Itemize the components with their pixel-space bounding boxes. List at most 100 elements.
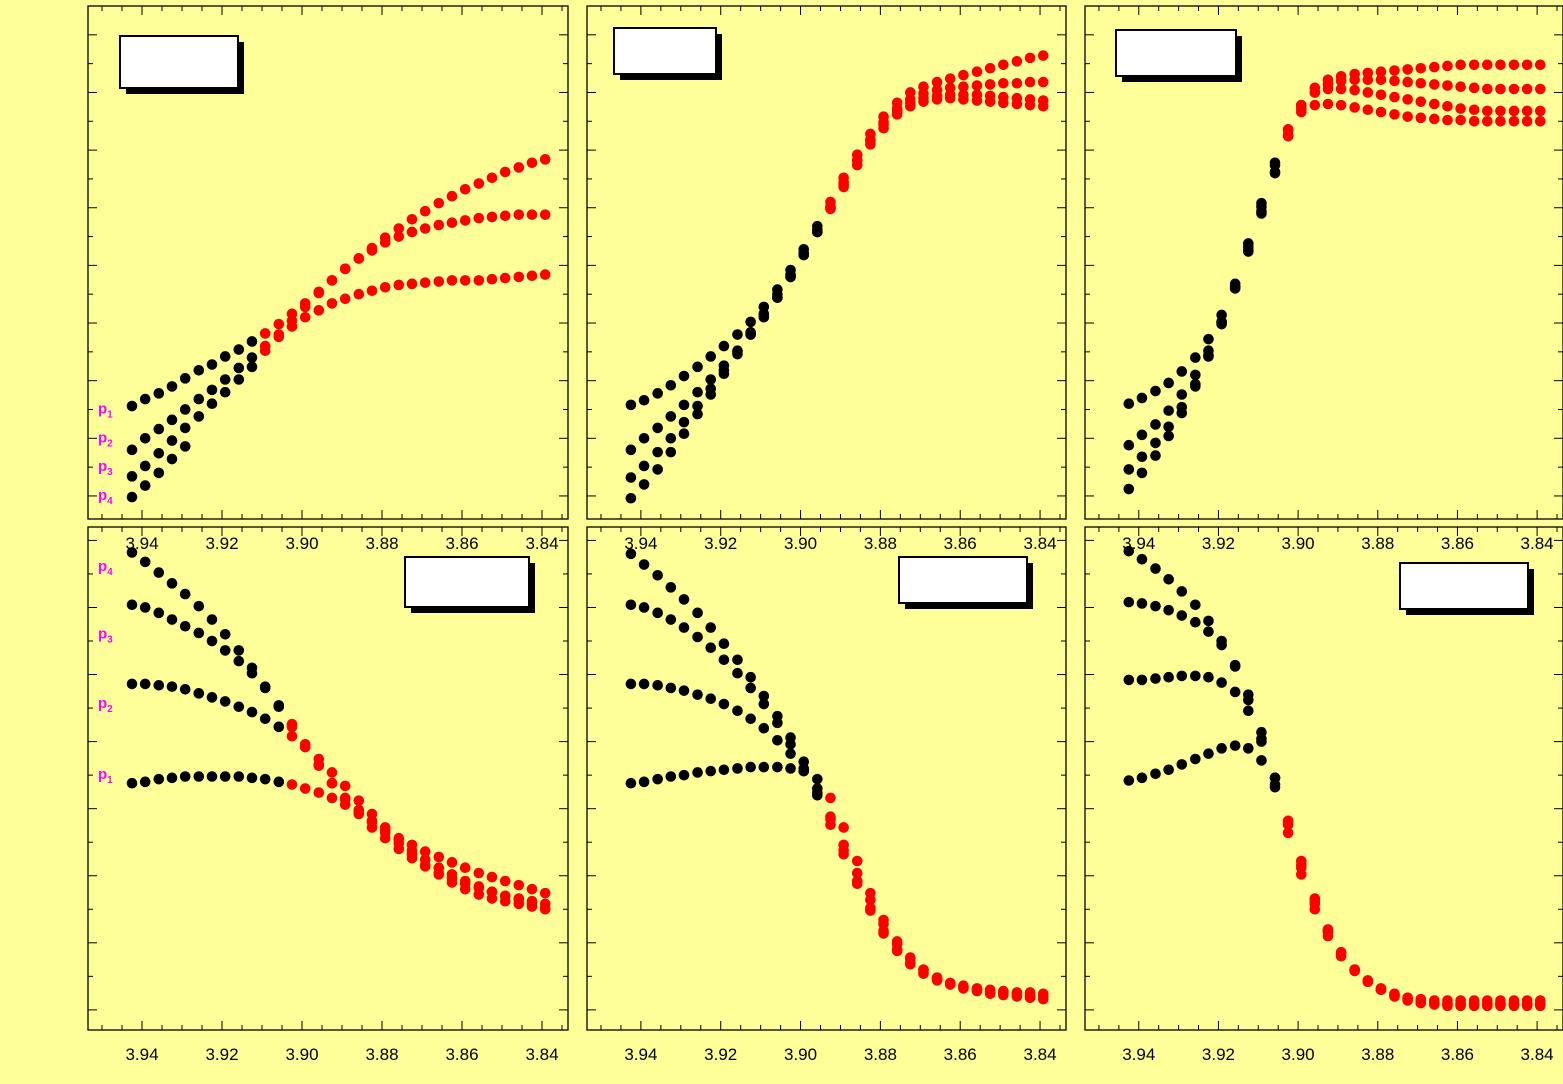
data-point <box>678 370 690 382</box>
data-point <box>419 205 431 217</box>
data-point <box>1216 677 1227 688</box>
data-point <box>1037 76 1049 88</box>
data-point <box>299 311 311 323</box>
data-point <box>179 771 191 782</box>
data-point <box>971 66 983 78</box>
data-point <box>798 765 810 777</box>
data-point <box>1468 115 1480 127</box>
data-point <box>1442 100 1453 112</box>
data-point <box>652 422 663 434</box>
x-tick-label: 3.86 <box>944 534 977 553</box>
x-tick-label: 3.92 <box>704 1045 737 1064</box>
data-point <box>1037 993 1049 1005</box>
data-point <box>772 761 783 773</box>
data-point <box>379 827 391 839</box>
data-point <box>166 681 178 692</box>
data-point <box>905 100 916 112</box>
mode-label-subscript: 3 <box>107 467 113 478</box>
data-point <box>526 901 538 912</box>
data-point <box>446 857 458 868</box>
data-point <box>878 914 889 926</box>
data-point <box>353 288 365 300</box>
data-point <box>878 928 889 939</box>
data-point <box>486 172 498 184</box>
data-point <box>1442 1000 1453 1012</box>
data-point <box>1442 114 1453 126</box>
data-point <box>638 776 650 788</box>
data-point <box>705 389 717 400</box>
data-point <box>732 763 743 774</box>
data-point <box>718 340 730 352</box>
x-tick-label: 3.90 <box>285 1045 318 1064</box>
data-point <box>526 270 538 282</box>
x-tick-label: 3.94 <box>1122 1045 1155 1064</box>
data-point <box>745 316 756 328</box>
mode-label: p3 <box>98 458 113 478</box>
data-point <box>1495 1000 1506 1012</box>
data-point <box>891 936 903 947</box>
data-point <box>998 97 1009 109</box>
data-point <box>139 776 151 788</box>
x-tick-label: 3.86 <box>1441 534 1474 553</box>
plot-frame <box>586 526 1067 1031</box>
data-point <box>459 875 471 887</box>
data-point <box>206 692 218 703</box>
data-point <box>219 645 231 656</box>
data-point <box>499 875 511 887</box>
data-point <box>1150 673 1161 684</box>
data-point <box>1389 65 1400 76</box>
data-point <box>273 331 285 343</box>
x-tick-label: 3.84 <box>1521 1045 1554 1064</box>
data-point <box>1309 99 1321 111</box>
data-point <box>851 855 863 867</box>
data-point <box>678 622 690 633</box>
data-point <box>406 213 418 225</box>
data-point <box>652 446 663 458</box>
data-point <box>193 411 205 422</box>
data-point <box>246 361 258 373</box>
data-point <box>692 361 703 373</box>
data-point <box>193 771 205 782</box>
data-point <box>958 983 969 994</box>
mode-label: p2 <box>98 429 113 449</box>
data-point <box>139 433 151 444</box>
data-point <box>638 479 650 490</box>
data-point <box>665 614 677 625</box>
data-point <box>652 679 663 691</box>
data-point <box>1402 64 1413 75</box>
data-point <box>1190 616 1201 628</box>
data-point <box>233 344 245 355</box>
data-point <box>878 122 889 134</box>
data-point <box>1521 105 1533 117</box>
data-point <box>1203 671 1214 683</box>
data-point <box>971 985 983 997</box>
data-point <box>692 408 703 420</box>
data-point <box>1256 755 1267 766</box>
data-point <box>638 678 650 690</box>
data-point <box>179 373 191 384</box>
data-point <box>971 95 983 106</box>
data-point <box>219 771 231 782</box>
mode-label-subscript: 2 <box>107 438 113 449</box>
data-point <box>486 893 498 904</box>
data-point <box>1521 83 1533 95</box>
data-point <box>1455 59 1466 71</box>
data-point <box>286 730 298 742</box>
data-point <box>865 905 876 916</box>
data-point <box>1362 976 1374 988</box>
data-point <box>638 602 650 613</box>
data-point <box>1011 56 1023 67</box>
data-point <box>1362 74 1374 86</box>
data-point <box>1335 946 1347 958</box>
mode-label-letter: p <box>98 400 107 417</box>
data-point <box>286 779 298 790</box>
data-point <box>406 848 418 860</box>
data-point <box>286 718 298 730</box>
data-point <box>1375 984 1387 996</box>
data-point <box>625 492 637 504</box>
data-point <box>473 212 485 224</box>
data-point <box>812 226 823 238</box>
x-tick-label: 3.92 <box>205 1045 238 1064</box>
data-point <box>838 181 849 193</box>
alpha-label-box <box>1115 29 1237 77</box>
